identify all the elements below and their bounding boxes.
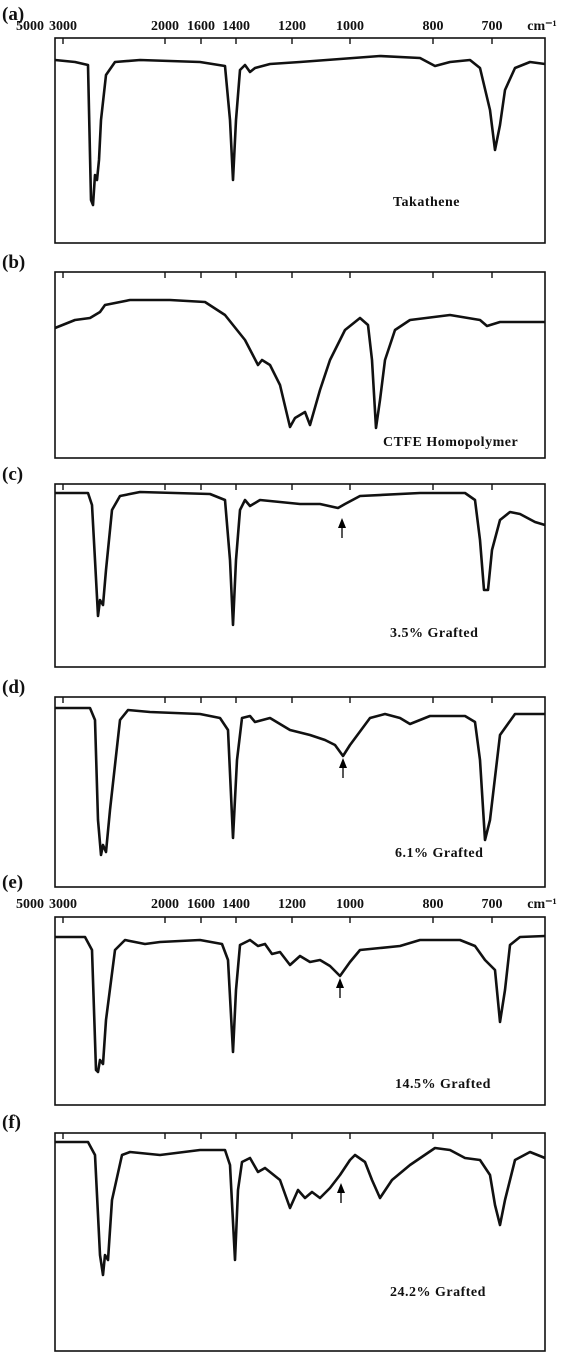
panel-frame <box>54 37 546 244</box>
annotation: 14.5% Grafted <box>395 1077 491 1092</box>
spectrum <box>55 934 546 1074</box>
tick-label: 1000 <box>336 897 364 912</box>
panel-frame <box>54 696 546 888</box>
spectrum <box>54 54 546 207</box>
panel-frame <box>54 1132 546 1352</box>
tick-label: 5000 <box>16 897 44 912</box>
tick-label: 2000 <box>151 19 179 34</box>
panel-label: (a) <box>2 4 24 25</box>
tick-label: 1600 <box>187 19 215 34</box>
spectrum <box>55 1140 546 1277</box>
tick-label: 1400 <box>222 19 250 34</box>
tick-label: 1200 <box>278 897 306 912</box>
annotation: CTFE Homopolymer <box>383 435 518 450</box>
axis-unit: cm⁻¹ <box>527 897 556 912</box>
annotation: Takathene <box>393 195 460 210</box>
tick-label: 3000 <box>49 897 77 912</box>
annotation: 6.1% Grafted <box>395 846 483 861</box>
spectrum <box>54 298 545 430</box>
tick-label: 1000 <box>336 19 364 34</box>
panel-label: (d) <box>2 677 25 698</box>
arrow <box>337 1183 345 1203</box>
panel-frame <box>54 483 546 668</box>
tick-label: 2000 <box>151 897 179 912</box>
tick-label: 700 <box>482 897 503 912</box>
panel-label: (e) <box>2 872 23 893</box>
panel-label: (b) <box>2 252 25 273</box>
axis-unit: cm⁻¹ <box>527 19 556 34</box>
annotation: 3.5% Grafted <box>390 626 478 641</box>
arrow <box>339 758 347 778</box>
panel-label: (f) <box>2 1112 21 1133</box>
arrow <box>336 978 344 998</box>
annotation: 24.2% Grafted <box>390 1285 486 1300</box>
tick-label: 1200 <box>278 19 306 34</box>
spectrum <box>55 706 545 857</box>
tick-label: 1600 <box>187 897 215 912</box>
tick-label: 700 <box>482 19 503 34</box>
tick-label: 3000 <box>49 19 77 34</box>
tick-label: 1400 <box>222 897 250 912</box>
tick-label: 5000 <box>16 19 44 34</box>
panel-frame <box>54 916 546 1106</box>
panel-label: (c) <box>2 464 23 485</box>
panel-frame <box>54 271 546 459</box>
spectrum <box>55 490 546 627</box>
tick-label: 800 <box>423 897 444 912</box>
tick-label: 800 <box>423 19 444 34</box>
arrow <box>338 518 346 538</box>
